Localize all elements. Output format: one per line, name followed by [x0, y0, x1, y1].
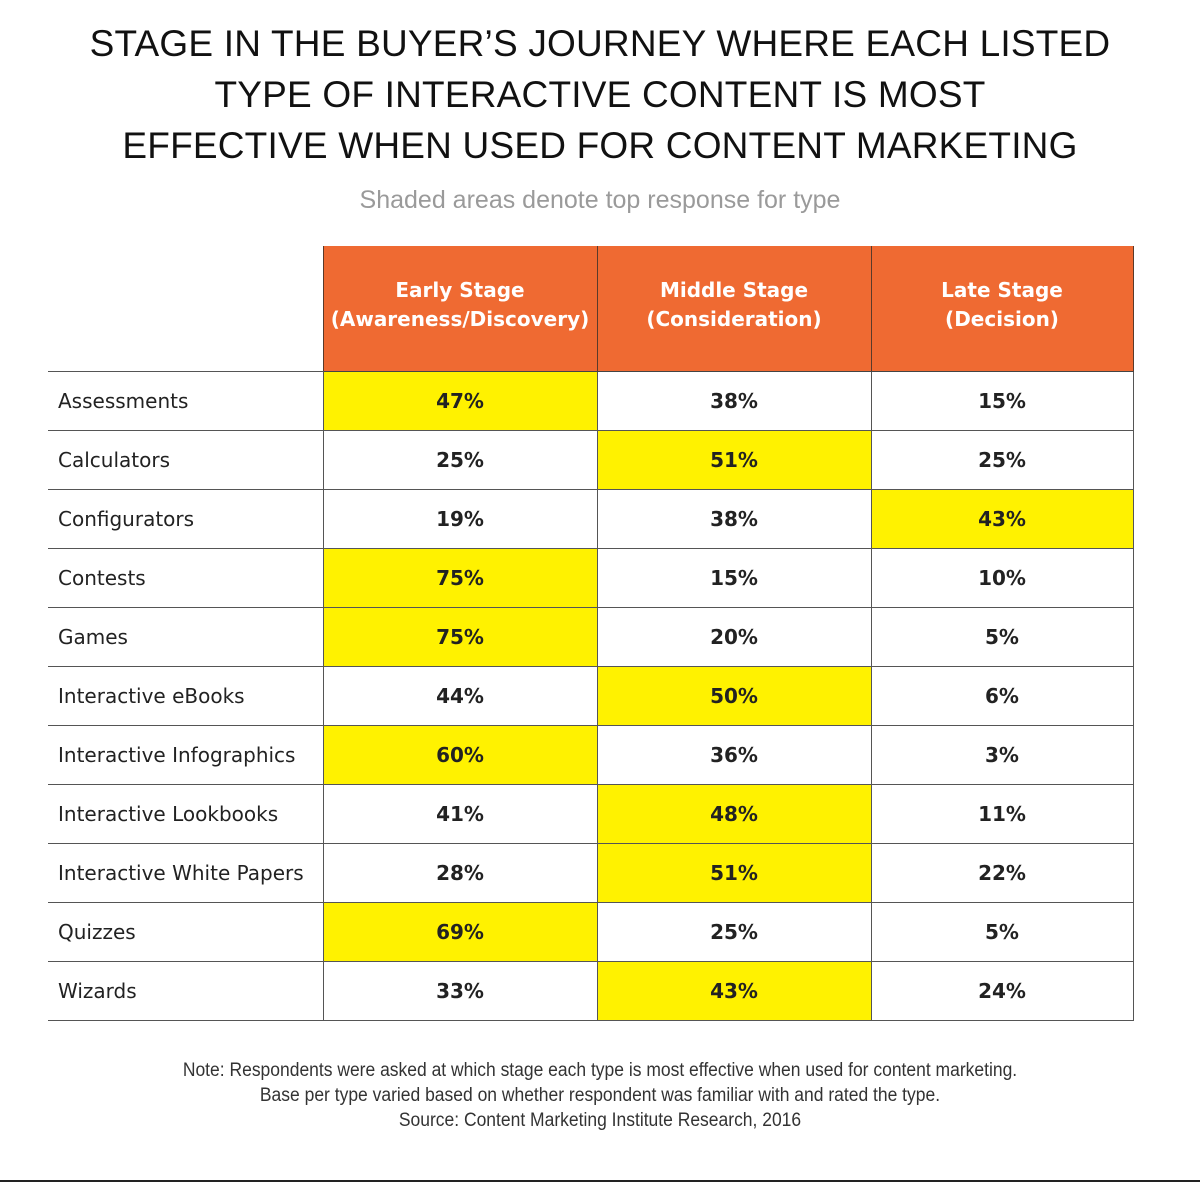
cell-value: 5% — [870, 607, 1134, 667]
row-label: Games — [48, 607, 323, 667]
cell-value: 41% — [322, 784, 597, 844]
column-header-line: (Consideration) — [646, 306, 822, 331]
header-row: Early Stage (Awareness/Discovery) Middle… — [48, 246, 1134, 372]
row-label: Interactive Infographics — [48, 725, 323, 785]
cell-value: 36% — [596, 725, 871, 785]
footnote: Note: Respondents were asked at which st… — [48, 1058, 1152, 1133]
table-row: Interactive White Papers 28% 51% 22% — [48, 843, 1134, 903]
cell-value-top-response: 69% — [322, 902, 597, 962]
cell-value-top-response: 43% — [596, 961, 871, 1021]
table-row: Assessments 47% 38% 15% — [48, 371, 1134, 431]
row-label: Interactive Lookbooks — [48, 784, 323, 844]
table-row: Games 75% 20% 5% — [48, 607, 1134, 667]
row-label: Interactive White Papers — [48, 843, 323, 903]
cell-value-top-response: 75% — [322, 548, 597, 608]
cell-value-top-response: 75% — [322, 607, 597, 667]
cell-value-top-response: 51% — [596, 430, 871, 490]
cell-value: 25% — [870, 430, 1134, 490]
cell-value: 5% — [870, 902, 1134, 962]
row-label: Assessments — [48, 371, 323, 431]
title-line: TYPE OF INTERACTIVE CONTENT IS MOST — [214, 74, 986, 115]
cell-value: 11% — [870, 784, 1134, 844]
source-line: Source: Content Marketing Institute Rese… — [398, 1110, 802, 1131]
cell-value: 38% — [596, 371, 871, 431]
cell-value: 10% — [870, 548, 1134, 608]
row-label: Contests — [48, 548, 323, 608]
row-label: Wizards — [48, 961, 323, 1021]
cell-value: 38% — [596, 489, 871, 549]
header-corner — [48, 246, 323, 372]
cell-value-top-response: 50% — [596, 666, 871, 726]
table-row: Interactive eBooks 44% 50% 6% — [48, 666, 1134, 726]
column-header-line: (Decision) — [945, 306, 1059, 331]
table-row: Wizards 33% 43% 24% — [48, 961, 1134, 1021]
title-line: STAGE IN THE BUYER’S JOURNEY WHERE EACH … — [89, 23, 1111, 64]
row-label: Calculators — [48, 430, 323, 490]
column-header-line: Early Stage — [395, 277, 525, 302]
footnote-line: Note: Respondents were asked at which st… — [182, 1060, 1018, 1081]
chart-title: STAGE IN THE BUYER’S JOURNEY WHERE EACH … — [0, 18, 1200, 171]
cell-value: 3% — [870, 725, 1134, 785]
chart-subtitle: Shaded areas denote top response for typ… — [359, 186, 841, 214]
cell-value-top-response: 43% — [870, 489, 1134, 549]
cell-value-top-response: 51% — [596, 843, 871, 903]
cell-value: 22% — [870, 843, 1134, 903]
cell-value-top-response: 60% — [322, 725, 597, 785]
table-body: Assessments 47% 38% 15% Calculators 25% 51% 25%… — [48, 371, 1134, 1021]
cell-value: 25% — [322, 430, 597, 490]
cell-value: 6% — [870, 666, 1134, 726]
table-row: Quizzes 69% 25% 5% — [48, 902, 1134, 962]
row-label: Quizzes — [48, 902, 323, 962]
footnote-line: Base per type varied based on whether re… — [259, 1085, 941, 1106]
table-row: Contests 75% 15% 10% — [48, 548, 1134, 608]
cell-value: 44% — [322, 666, 597, 726]
table-row: Calculators 25% 51% 25% — [48, 430, 1134, 490]
column-header-early: Early Stage (Awareness/Discovery) — [322, 246, 597, 372]
cell-value: 28% — [322, 843, 597, 903]
column-header-line: (Awareness/Discovery) — [330, 306, 590, 331]
table-row: Configurators 19% 38% 43% — [48, 489, 1134, 549]
column-header-middle: Middle Stage (Consideration) — [596, 246, 871, 372]
column-header-line: Late Stage — [941, 277, 1063, 302]
cell-value-top-response: 48% — [596, 784, 871, 844]
cell-value-top-response: 47% — [322, 371, 597, 431]
table-row: Interactive Infographics 60% 36% 3% — [48, 725, 1134, 785]
data-table: Early Stage (Awareness/Discovery) Middle… — [48, 246, 1134, 1021]
row-label: Interactive eBooks — [48, 666, 323, 726]
cell-value: 20% — [596, 607, 871, 667]
title-line: EFFECTIVE WHEN USED FOR CONTENT MARKETIN… — [122, 125, 1078, 166]
column-header-line: Middle Stage — [659, 277, 809, 302]
cell-value: 25% — [596, 902, 871, 962]
cell-value: 15% — [870, 371, 1134, 431]
cell-value: 19% — [322, 489, 597, 549]
row-label: Configurators — [48, 489, 323, 549]
cell-value: 24% — [870, 961, 1134, 1021]
column-header-late: Late Stage (Decision) — [870, 246, 1134, 372]
bottom-divider — [0, 1180, 1200, 1182]
cell-value: 33% — [322, 961, 597, 1021]
table-row: Interactive Lookbooks 41% 48% 11% — [48, 784, 1134, 844]
cell-value: 15% — [596, 548, 871, 608]
